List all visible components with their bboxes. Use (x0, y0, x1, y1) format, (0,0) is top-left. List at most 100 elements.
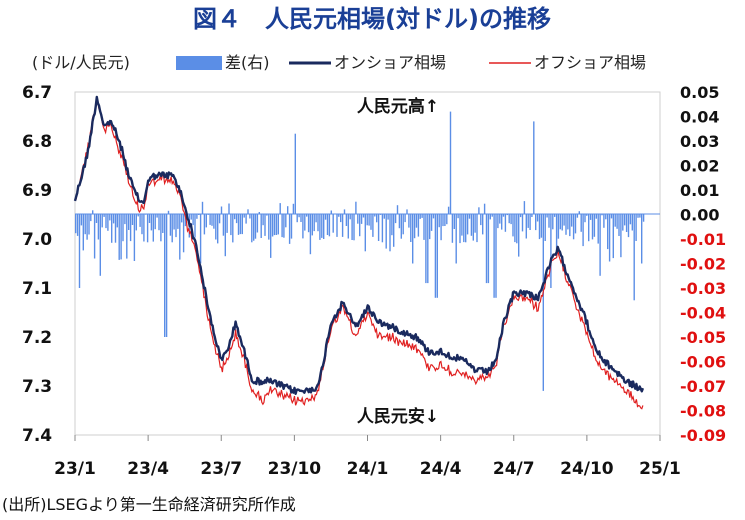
diff-bar (243, 214, 245, 218)
right-tick-label: -0.07 (680, 377, 726, 396)
diff-bar (359, 214, 361, 237)
diff-bar (641, 214, 643, 264)
diff-bar (571, 214, 573, 227)
diff-bar (394, 214, 397, 224)
diff-bar (215, 214, 217, 240)
right-tick-label: 0.00 (680, 206, 719, 225)
diff-bar (608, 214, 611, 262)
diff-bar (306, 214, 308, 217)
right-tick-label: -0.06 (680, 353, 726, 372)
diff-bar (218, 214, 221, 224)
diff-bar (287, 206, 289, 215)
diff-bar (164, 214, 166, 337)
diff-bar (283, 214, 285, 238)
diff-bar (139, 214, 141, 227)
diff-bar (491, 214, 493, 217)
offshore-line (74, 96, 644, 410)
diff-bar (75, 214, 77, 234)
diff-bar (525, 214, 527, 239)
diff-bar (76, 214, 79, 236)
annotation-top: 人民元高↑ (357, 96, 439, 117)
legend-label-diff: 差(右) (225, 53, 270, 72)
left-tick-label: 6.8 (22, 132, 52, 152)
left-tick-label: 7.2 (22, 328, 52, 348)
diff-bar (542, 214, 544, 391)
diff-bar (239, 214, 242, 235)
diff-bar (80, 214, 83, 226)
diff-bar (544, 214, 546, 241)
diff-bar (154, 214, 156, 230)
diff-bar (171, 214, 173, 243)
diff-bar (292, 203, 295, 215)
diff-bar (429, 214, 431, 240)
diff-bar (614, 214, 616, 227)
diff-bar (349, 214, 351, 220)
diff-bar (597, 214, 599, 244)
diff-bar (627, 214, 630, 238)
diff-bar (86, 214, 88, 240)
diff-bar (338, 214, 340, 217)
left-tick-label: 7.4 (22, 426, 52, 446)
x-tick-label: 23/10 (268, 459, 322, 479)
diff-bar (523, 201, 526, 215)
diff-bar (629, 214, 632, 225)
diff-bar (300, 214, 302, 222)
diff-bar (368, 214, 370, 226)
diff-bar (400, 214, 402, 239)
diff-bar (569, 214, 571, 237)
diff-bar (504, 214, 507, 232)
diff-bar (588, 214, 590, 242)
diff-bar (398, 214, 401, 229)
diff-bar (584, 214, 586, 223)
diff-bar (502, 214, 505, 217)
diff-bar (618, 214, 620, 236)
diff-bar (112, 214, 115, 224)
diff-bar (555, 214, 558, 252)
right-tick-label: -0.04 (680, 304, 726, 323)
diff-bar (103, 214, 105, 217)
right-tick-label: -0.01 (680, 230, 726, 249)
diff-bar (309, 214, 312, 255)
diff-bar (97, 214, 100, 240)
diff-bar (622, 214, 624, 231)
diff-bar (591, 214, 594, 240)
diff-bar (220, 206, 223, 215)
diff-bar (466, 214, 469, 235)
legend-label-onshore: オンショア相場 (334, 53, 446, 72)
diff-bar (536, 214, 539, 222)
diff-bar (156, 214, 158, 218)
diff-bar (340, 214, 342, 223)
diff-bar (279, 203, 281, 215)
diff-bar (444, 214, 446, 226)
diff-bar (476, 214, 478, 243)
diff-bar (624, 214, 626, 226)
diff-bar (535, 214, 537, 231)
diff-bar (351, 214, 353, 240)
right-tick-label: -0.05 (680, 328, 726, 347)
diff-bar (135, 214, 137, 231)
diff-bar (137, 214, 139, 217)
diff-bar (105, 214, 107, 229)
diff-bar (531, 214, 533, 217)
plot-area (74, 91, 661, 436)
diff-bar (438, 214, 440, 228)
chart-title: 図４ 人民元相場(対ドル)の推移 (193, 5, 551, 33)
diff-bars (75, 111, 645, 391)
x-tick-label: 24/4 (420, 459, 462, 479)
diff-bar (271, 214, 274, 237)
diff-bar (453, 214, 455, 229)
diff-bar (385, 214, 387, 249)
diff-bar (499, 214, 501, 224)
left-tick-label: 6.9 (22, 181, 52, 201)
diff-bar (118, 214, 120, 260)
diff-bar (209, 214, 211, 225)
diff-bar (93, 214, 96, 259)
diff-bar (483, 203, 486, 215)
diff-bar (402, 214, 404, 235)
diff-bar (205, 214, 207, 228)
x-tick-label: 23/7 (200, 459, 242, 479)
diff-bar (601, 214, 603, 216)
onshore-line (73, 95, 645, 395)
diff-bar (190, 214, 192, 220)
